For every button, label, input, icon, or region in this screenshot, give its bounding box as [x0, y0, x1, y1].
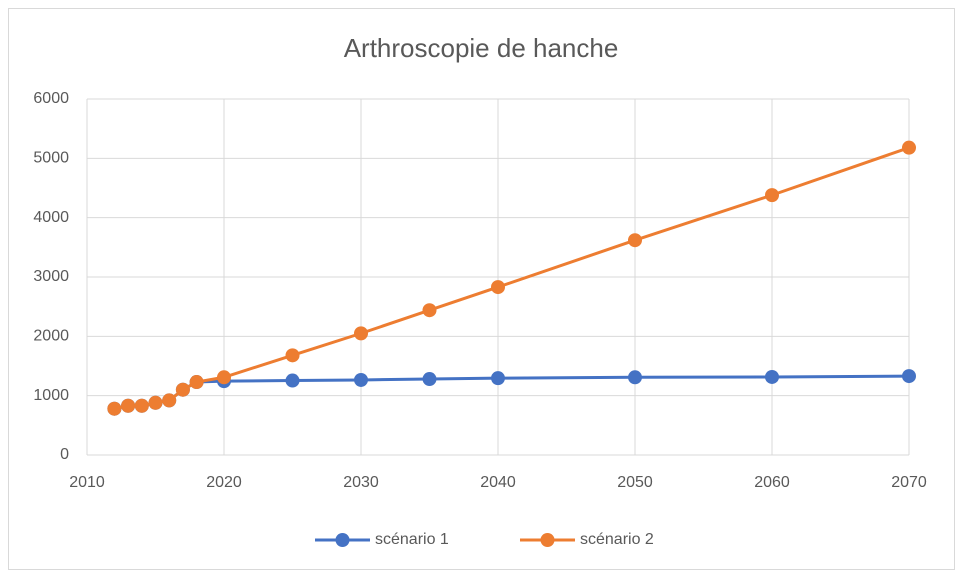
data-point — [148, 395, 163, 410]
data-point — [422, 303, 437, 318]
legend-marker — [335, 533, 350, 547]
data-point — [354, 326, 368, 341]
y-tick-label: 5000 — [33, 150, 69, 167]
data-point — [628, 370, 642, 385]
data-point — [217, 370, 231, 385]
data-point — [354, 372, 368, 387]
y-tick-label: 0 — [60, 446, 69, 463]
x-tick-label: 2040 — [480, 474, 516, 491]
legend-label: scénario 2 — [580, 531, 654, 548]
x-tick-label: 2070 — [891, 474, 927, 491]
data-point — [765, 188, 779, 203]
data-point — [107, 401, 122, 416]
x-tick-label: 2010 — [69, 474, 105, 491]
y-tick-label: 1000 — [33, 387, 69, 404]
x-tick-label: 2020 — [206, 474, 242, 491]
data-point — [422, 372, 437, 387]
y-tick-label: 2000 — [33, 328, 69, 345]
data-point — [491, 280, 505, 295]
chart-title: Arthroscopie de hanche — [344, 33, 619, 63]
data-point — [134, 398, 149, 413]
data-point — [285, 373, 300, 388]
data-point — [189, 375, 204, 390]
data-point — [175, 382, 190, 397]
data-point — [902, 140, 916, 155]
x-tick-label: 2030 — [343, 474, 379, 491]
data-point — [491, 371, 505, 386]
x-tick-label: 2050 — [617, 474, 653, 491]
data-point — [121, 398, 136, 413]
data-point — [902, 369, 916, 384]
y-tick-label: 3000 — [33, 268, 69, 285]
legend-label: scénario 1 — [375, 531, 449, 548]
chart-border — [8, 8, 955, 570]
x-tick-label: 2060 — [754, 474, 790, 491]
y-tick-label: 6000 — [33, 90, 69, 107]
data-point — [162, 393, 177, 408]
data-point — [285, 348, 300, 363]
data-point — [765, 369, 779, 384]
legend-marker — [540, 533, 555, 547]
y-tick-label: 4000 — [33, 209, 69, 226]
data-point — [628, 233, 642, 248]
